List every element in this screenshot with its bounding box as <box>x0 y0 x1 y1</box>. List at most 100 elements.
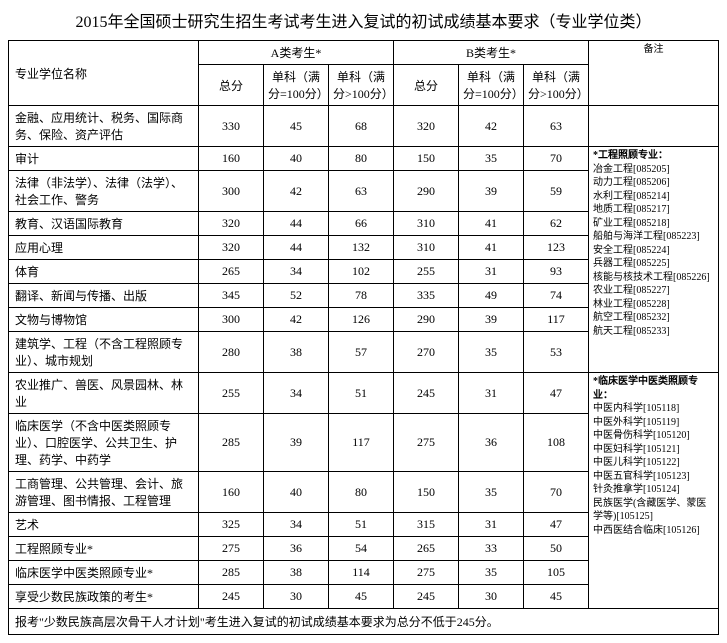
cell-b-subover: 53 <box>524 332 589 373</box>
cell-b-total: 335 <box>394 284 459 308</box>
cell-name: 工程照顾专业* <box>9 537 199 561</box>
cell-a-subover: 117 <box>329 414 394 472</box>
cell-b-sub100: 36 <box>459 414 524 472</box>
cell-a-total: 160 <box>199 472 264 513</box>
cell-a-total: 320 <box>199 212 264 236</box>
cell-a-subover: 114 <box>329 561 394 585</box>
header-group-a: A类考生* <box>199 41 394 65</box>
header-a-subover: 单科（满分>100分） <box>329 65 394 106</box>
cell-name: 体育 <box>9 260 199 284</box>
cell-a-sub100: 38 <box>264 332 329 373</box>
cell-name: 艺术 <box>9 513 199 537</box>
cell-a-subover: 102 <box>329 260 394 284</box>
page-title: 2015年全国硕士研究生招生考试考生进入复试的初试成绩基本要求（专业学位类） <box>8 8 719 32</box>
cell-b-total: 270 <box>394 332 459 373</box>
footer-note: 报考"少数民族高层次骨干人才计划"考生进入复试的初试成绩基本要求为总分不低于24… <box>9 609 719 635</box>
header-note: 备注 <box>589 41 719 106</box>
cell-b-total: 290 <box>394 171 459 212</box>
cell-b-sub100: 31 <box>459 513 524 537</box>
cell-a-total: 160 <box>199 147 264 171</box>
cell-a-subover: 126 <box>329 308 394 332</box>
cell-a-subover: 45 <box>329 585 394 609</box>
note-block-1: *工程照顾专业：冶金工程[085205]动力工程[085206]水利工程[085… <box>589 147 719 373</box>
cell-b-subover: 74 <box>524 284 589 308</box>
cell-a-sub100: 34 <box>264 513 329 537</box>
cell-a-total: 300 <box>199 171 264 212</box>
cell-b-sub100: 39 <box>459 308 524 332</box>
cell-name: 教育、汉语国际教育 <box>9 212 199 236</box>
header-name: 专业学位名称 <box>9 41 199 106</box>
cell-b-total: 150 <box>394 472 459 513</box>
cell-name: 农业推广、兽医、风景园林、林业 <box>9 373 199 414</box>
cell-a-sub100: 36 <box>264 537 329 561</box>
cell-b-subover: 117 <box>524 308 589 332</box>
cell-a-subover: 54 <box>329 537 394 561</box>
cell-a-sub100: 38 <box>264 561 329 585</box>
cell-name: 法律（非法学）、法律（法学）、社会工作、警务 <box>9 171 199 212</box>
cell-b-sub100: 31 <box>459 260 524 284</box>
table-body: 金融、应用统计、税务、国际商务、保险、资产评估33045683204263审计1… <box>9 106 719 609</box>
cell-b-sub100: 41 <box>459 212 524 236</box>
cell-b-total: 315 <box>394 513 459 537</box>
cell-name: 应用心理 <box>9 236 199 260</box>
cell-name: 翻译、新闻与传播、出版 <box>9 284 199 308</box>
cell-a-total: 285 <box>199 414 264 472</box>
cell-a-total: 245 <box>199 585 264 609</box>
cell-b-total: 290 <box>394 308 459 332</box>
cell-b-sub100: 49 <box>459 284 524 308</box>
cell-b-total: 245 <box>394 585 459 609</box>
cell-a-subover: 68 <box>329 106 394 147</box>
cell-b-subover: 108 <box>524 414 589 472</box>
cell-b-sub100: 31 <box>459 373 524 414</box>
table-row: 金融、应用统计、税务、国际商务、保险、资产评估33045683204263 <box>9 106 719 147</box>
cell-b-sub100: 39 <box>459 171 524 212</box>
header-b-total: 总分 <box>394 65 459 106</box>
cell-a-subover: 51 <box>329 373 394 414</box>
cell-b-subover: 62 <box>524 212 589 236</box>
cell-a-sub100: 44 <box>264 236 329 260</box>
cell-b-subover: 47 <box>524 513 589 537</box>
cell-a-sub100: 30 <box>264 585 329 609</box>
cell-b-sub100: 35 <box>459 332 524 373</box>
score-table: 专业学位名称 A类考生* B类考生* 备注 总分 单科（满分=100分） 单科（… <box>8 40 719 635</box>
cell-b-subover: 47 <box>524 373 589 414</box>
cell-b-sub100: 33 <box>459 537 524 561</box>
cell-a-subover: 57 <box>329 332 394 373</box>
cell-a-sub100: 45 <box>264 106 329 147</box>
cell-a-sub100: 34 <box>264 260 329 284</box>
cell-b-subover: 59 <box>524 171 589 212</box>
cell-a-subover: 80 <box>329 147 394 171</box>
cell-a-subover: 66 <box>329 212 394 236</box>
cell-a-sub100: 52 <box>264 284 329 308</box>
cell-b-subover: 50 <box>524 537 589 561</box>
cell-a-total: 345 <box>199 284 264 308</box>
table-row: 审计16040801503570*工程照顾专业：冶金工程[085205]动力工程… <box>9 147 719 171</box>
cell-a-sub100: 42 <box>264 171 329 212</box>
cell-b-subover: 70 <box>524 147 589 171</box>
cell-b-total: 275 <box>394 561 459 585</box>
cell-b-sub100: 42 <box>459 106 524 147</box>
cell-b-total: 275 <box>394 414 459 472</box>
table-row: 农业推广、兽医、风景园林、林业25534512453147*临床医学中医类照顾专… <box>9 373 719 414</box>
cell-a-subover: 51 <box>329 513 394 537</box>
cell-a-subover: 132 <box>329 236 394 260</box>
cell-a-total: 265 <box>199 260 264 284</box>
cell-name: 临床医学（不含中医类照顾专业）、口腔医学、公共卫生、护理、药学、中药学 <box>9 414 199 472</box>
cell-b-subover: 105 <box>524 561 589 585</box>
header-group-b: B类考生* <box>394 41 589 65</box>
cell-b-sub100: 35 <box>459 472 524 513</box>
cell-b-sub100: 41 <box>459 236 524 260</box>
header-a-total: 总分 <box>199 65 264 106</box>
cell-a-subover: 80 <box>329 472 394 513</box>
note-block-2: *临床医学中医类照顾专业：中医内科学[105118]中医外科学[105119]中… <box>589 373 719 609</box>
cell-a-total: 285 <box>199 561 264 585</box>
header-b-subover: 单科（满分>100分） <box>524 65 589 106</box>
cell-a-total: 325 <box>199 513 264 537</box>
cell-name: 审计 <box>9 147 199 171</box>
cell-name: 文物与博物馆 <box>9 308 199 332</box>
cell-a-total: 255 <box>199 373 264 414</box>
cell-a-sub100: 39 <box>264 414 329 472</box>
cell-b-subover: 70 <box>524 472 589 513</box>
cell-name: 享受少数民族政策的考生* <box>9 585 199 609</box>
cell-name: 建筑学、工程（不含工程照顾专业）、城市规划 <box>9 332 199 373</box>
